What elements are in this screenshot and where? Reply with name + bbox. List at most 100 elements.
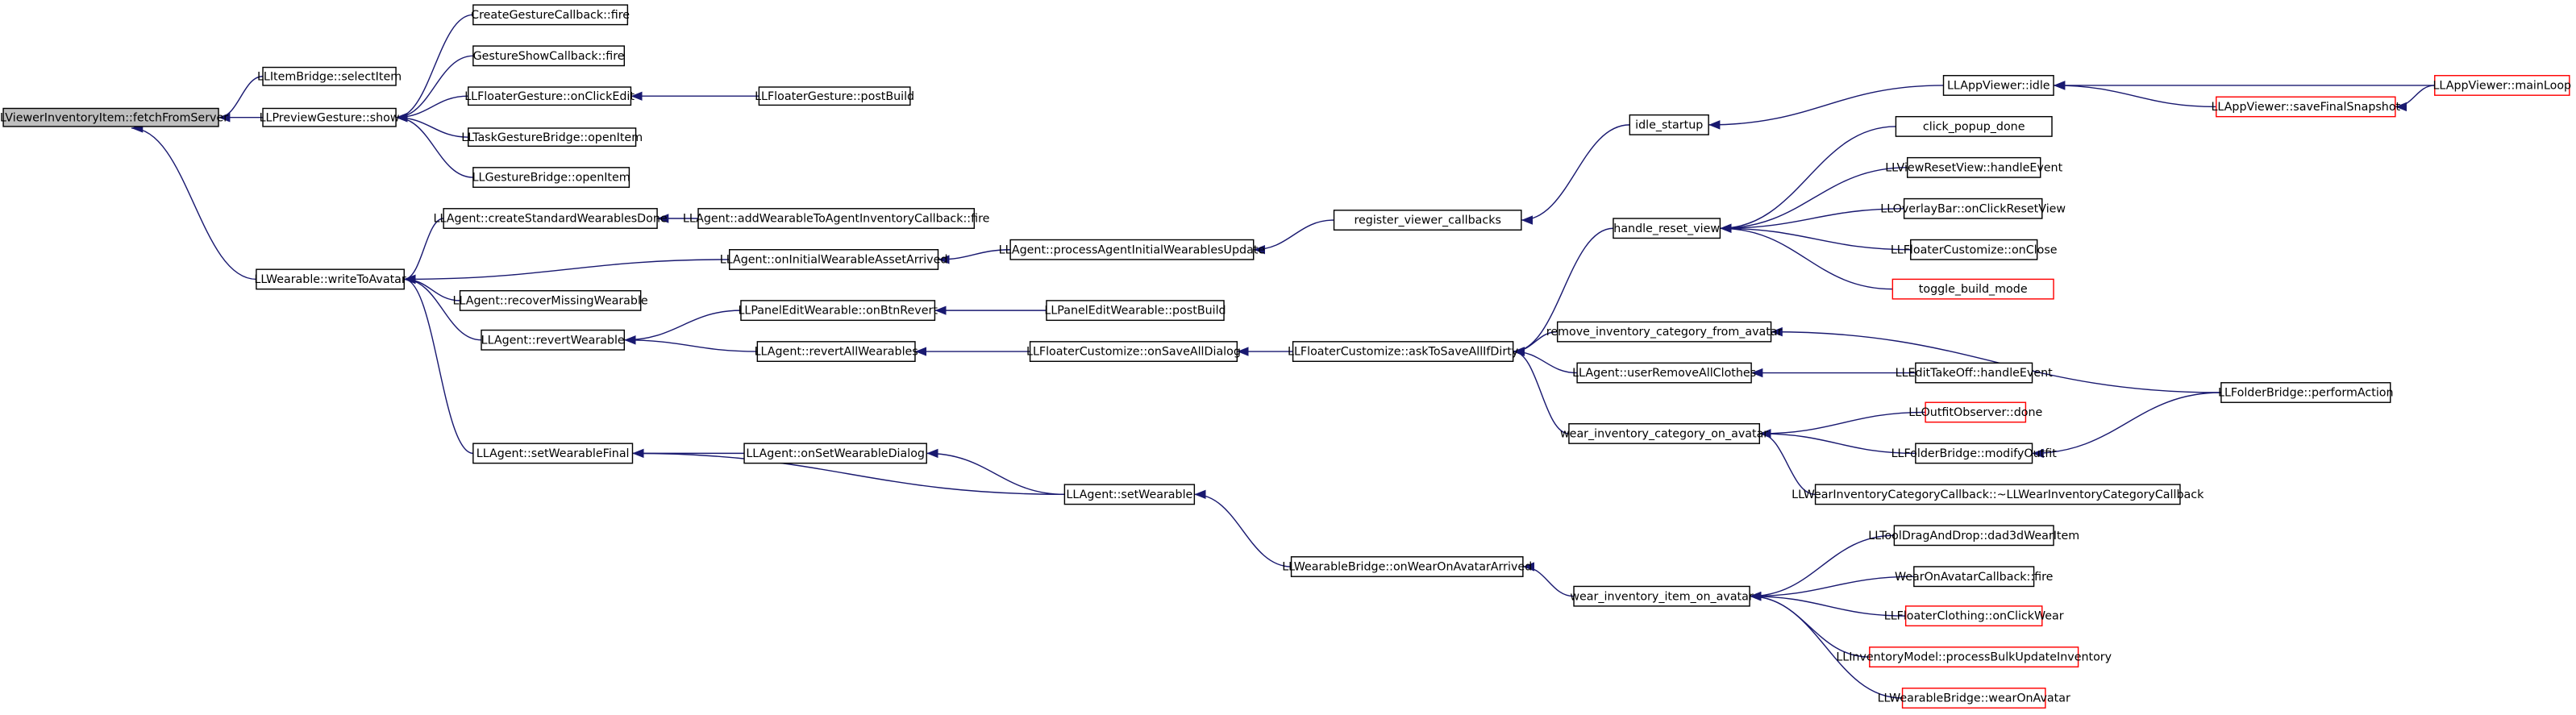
function-node [1629, 114, 1709, 135]
call-edge [2054, 81, 2216, 108]
function-label: LLOverlayBar::onClickResetView [1880, 202, 2066, 215]
function-node [459, 289, 642, 311]
function-node [728, 249, 939, 270]
function-label: LLFloaterGesture::postBuild [755, 90, 914, 103]
call-edge [1720, 223, 1893, 290]
function-label: LLAppViewer::mainLoop [2432, 80, 2571, 93]
function-label: LLWearableBridge::onWearOnAvatarArrived [1282, 561, 1532, 574]
call-edge [1720, 223, 1911, 251]
call-edge [2032, 392, 2221, 459]
call-edge [396, 14, 473, 123]
function-node [1942, 75, 2054, 96]
function-label: LLPreviewGesture::show [260, 111, 400, 124]
function-node [1869, 646, 2079, 668]
function-node [2, 107, 219, 127]
function-node [472, 443, 634, 464]
call-edge [1759, 411, 1926, 439]
function-node [1568, 423, 1761, 444]
function-node [1901, 688, 2046, 709]
function-node [1893, 525, 2054, 547]
call-edge [938, 249, 1011, 264]
call-edge [1750, 591, 1870, 658]
function-node [1333, 210, 1522, 231]
function-label: LLAgent::addWearableToAgentInventoryCall… [683, 213, 990, 226]
edges [131, 14, 2435, 699]
call-edge [632, 448, 1065, 496]
call-edge [1771, 326, 2221, 393]
function-label: LLAgent::revertAllWearables [755, 346, 918, 359]
function-label: LLPanelEditWearable::onBtnRevert [738, 305, 938, 318]
function-label: LLAgent::processAgentInitialWearablesUpd… [999, 243, 1266, 256]
call-edge [1750, 591, 1906, 617]
call-edge [1194, 489, 1292, 567]
function-node [1913, 566, 2035, 588]
function-label: idle_startup [1635, 118, 1703, 131]
function-node [1573, 585, 1750, 607]
function-node [472, 167, 630, 189]
function-node [1613, 218, 1721, 239]
call-edge [1750, 591, 1903, 699]
function-label: WearOnAvatarCallback::fire [1895, 571, 2054, 584]
function-label: LLGestureBridge::openItem [472, 172, 630, 185]
call-edge [404, 274, 473, 455]
function-node [697, 208, 976, 229]
function-node [1904, 605, 2043, 627]
call-edge [1522, 562, 1575, 597]
function-label: LLPanelEditWearable::postBuild [1044, 305, 1226, 318]
function-label: CreateGestureCallback::fire [471, 9, 630, 22]
function-node [1046, 300, 1225, 322]
function-node [1895, 115, 2053, 137]
function-label: LLEditTakeOff::handleEvent [1896, 367, 2053, 380]
call-edge [131, 123, 256, 281]
function-label: wear_inventory_category_on_avatar [1560, 428, 1768, 441]
function-node [758, 86, 911, 106]
call-edge [1720, 167, 1908, 233]
function-node [1910, 239, 2038, 260]
function-node [1063, 484, 1196, 505]
function-node [262, 107, 397, 127]
function-node [756, 341, 916, 363]
function-label: LLFolderBridge::performAction [2218, 387, 2394, 400]
function-label: LLTaskGestureBridge::openItem [461, 131, 643, 144]
call-edge [1513, 347, 1578, 374]
function-label: LLFloaterGesture::onClickEdit [464, 90, 635, 103]
function-node [443, 208, 658, 229]
function-node [2216, 96, 2396, 118]
function-node [1915, 443, 2033, 464]
function-node [1814, 484, 2181, 505]
function-label: LLFolderBridge::modifyOutfit [1891, 447, 2058, 460]
function-node [743, 443, 927, 464]
function-node [1290, 556, 1524, 577]
function-node [256, 268, 405, 290]
function-label: LLAgent::recoverMissingWearable [453, 295, 648, 308]
function-node [1009, 239, 1255, 260]
call-edge [1708, 85, 1944, 130]
function-label: click_popup_done [1923, 121, 2025, 134]
function-label: LLAppViewer::saveFinalSnapshot [2211, 101, 2400, 114]
function-label: LLAppViewer::idle [1947, 80, 2050, 93]
function-node [1906, 156, 2041, 178]
function-label: remove_inventory_category_from_avatar [1546, 326, 1783, 339]
function-label: LLWearableBridge::wearOnAvatar [1878, 692, 2070, 705]
function-node [262, 66, 397, 86]
function-node [1556, 321, 1772, 343]
function-node [2434, 75, 2570, 96]
function-label: LLOutfitObserver::done [1908, 406, 2042, 419]
function-label: LLFloaterCustomize::onSaveAllDialog [1026, 346, 1241, 359]
function-node [1029, 341, 1238, 363]
function-node [1915, 362, 2033, 384]
call-edge [1720, 126, 1896, 233]
call-edge [404, 274, 460, 301]
call-edge [396, 113, 468, 138]
call-edge [1759, 429, 1916, 455]
call-edge [1253, 219, 1334, 255]
function-label: LLAgent::onSetWearableDialog [746, 447, 925, 460]
call-edge [404, 259, 730, 285]
function-label: LLAgent::revertWearable [481, 334, 625, 347]
function-node [1891, 278, 2054, 300]
call-edge [404, 218, 444, 285]
function-label: wear_inventory_item_on_avatar [1570, 590, 1753, 603]
function-node [740, 300, 936, 322]
function-label: LLInventoryModel::processBulkUpdateInven… [1836, 651, 2112, 664]
call-edge [1750, 576, 1914, 601]
